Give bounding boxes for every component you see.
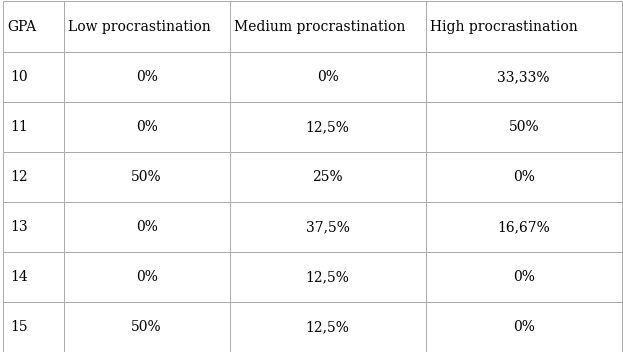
Bar [3, 102, 64, 152]
Text: 12,5%: 12,5% [306, 270, 350, 284]
Text: 33,33%: 33,33% [497, 70, 550, 84]
Bar [3, 252, 64, 302]
Bar [64, 202, 229, 252]
Bar [64, 152, 229, 202]
Bar [3, 152, 64, 202]
Bar [426, 152, 622, 202]
Bar [3, 202, 64, 252]
Text: 11: 11 [11, 120, 28, 134]
Text: 0%: 0% [136, 70, 158, 84]
Bar [426, 252, 622, 302]
Bar [426, 202, 622, 252]
Text: 0%: 0% [513, 170, 535, 184]
Text: 0%: 0% [136, 270, 158, 284]
Text: 12,5%: 12,5% [306, 120, 350, 134]
Bar [3, 302, 64, 352]
Bar [426, 302, 622, 352]
Text: 0%: 0% [513, 270, 535, 284]
Text: 0%: 0% [136, 220, 158, 234]
Bar [64, 52, 229, 102]
Text: 14: 14 [11, 270, 28, 284]
Text: 16,67%: 16,67% [497, 220, 550, 234]
Bar [426, 52, 622, 102]
Text: GPA: GPA [7, 20, 37, 33]
Text: Medium procrastination: Medium procrastination [234, 20, 406, 33]
Text: 50%: 50% [131, 320, 162, 334]
Text: 50%: 50% [508, 120, 539, 134]
Bar [229, 1, 426, 52]
Bar [229, 252, 426, 302]
Text: 10: 10 [11, 70, 28, 84]
Text: 50%: 50% [131, 170, 162, 184]
Bar [64, 102, 229, 152]
Bar [64, 302, 229, 352]
Text: 15: 15 [11, 320, 28, 334]
Bar [64, 1, 229, 52]
Bar [229, 152, 426, 202]
Bar [229, 52, 426, 102]
Bar [229, 102, 426, 152]
Bar [229, 302, 426, 352]
Text: 25%: 25% [312, 170, 343, 184]
Text: 0%: 0% [316, 70, 338, 84]
Text: 12,5%: 12,5% [306, 320, 350, 334]
Text: High procrastination: High procrastination [430, 20, 578, 33]
Text: 37,5%: 37,5% [306, 220, 350, 234]
Bar [426, 1, 622, 52]
Bar [3, 52, 64, 102]
Bar [64, 252, 229, 302]
Text: Low procrastination: Low procrastination [68, 20, 211, 33]
Bar [229, 202, 426, 252]
Text: 0%: 0% [136, 120, 158, 134]
Text: 12: 12 [11, 170, 28, 184]
Text: 13: 13 [11, 220, 28, 234]
Bar [3, 1, 64, 52]
Text: 0%: 0% [513, 320, 535, 334]
Bar [426, 102, 622, 152]
